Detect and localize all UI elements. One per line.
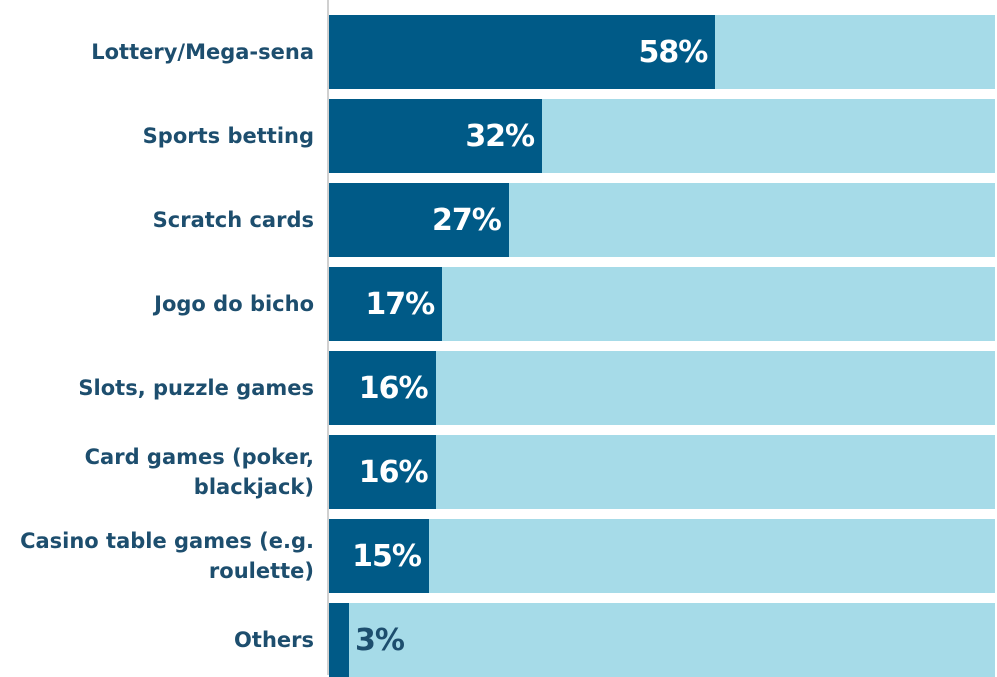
value-label: 27% [432,202,502,238]
category-label: Slots, puzzle games [78,376,314,400]
value-label: 58% [638,34,708,70]
bar [329,99,543,173]
bar [329,267,443,341]
value-label: 15% [352,538,422,574]
bar [329,435,436,509]
bar [329,15,716,89]
value-label: 3% [354,622,405,658]
category-label: Casino table games (e.g. roulette) [20,529,314,583]
value-label: 32% [465,118,535,154]
bar [329,351,436,425]
bar [329,519,429,593]
axis-line [327,0,329,675]
category-label: Jogo do bicho [154,292,314,316]
value-label: 16% [358,454,429,490]
bar [329,603,349,677]
value-label: 17% [365,286,435,322]
bar-track [329,351,995,425]
bar-track [329,519,995,593]
category-label: Card games (poker, blackjack) [84,445,314,499]
category-label: Lottery/Mega-sena [91,40,314,64]
category-label: Scratch cards [152,208,314,232]
category-label: Sports betting [142,124,314,148]
bar-track [329,435,995,509]
category-label: Others [234,628,314,652]
value-label: 16% [358,370,429,406]
bar-track [329,603,995,677]
bar [329,183,509,257]
